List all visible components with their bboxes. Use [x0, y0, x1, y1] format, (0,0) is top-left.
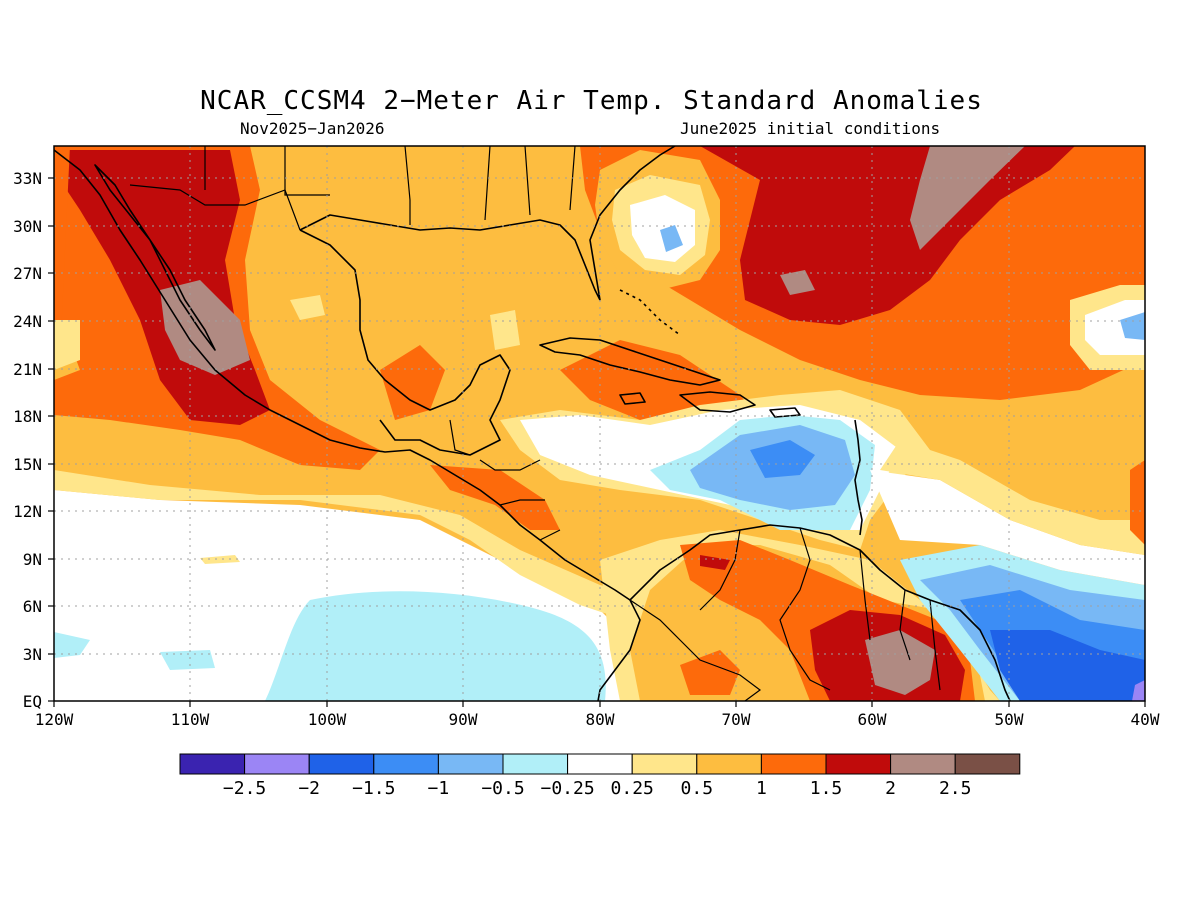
- lon-label: 90W: [449, 710, 478, 729]
- colorbar-legend: [179, 753, 1021, 775]
- axis-ticks: [48, 177, 1146, 707]
- colorbar-swatch: [825, 753, 892, 775]
- lat-label: 30N: [13, 217, 42, 236]
- country-border-icon: [129, 146, 941, 701]
- lon-label: 50W: [995, 710, 1024, 729]
- colorbar-label: −1.5: [352, 778, 395, 799]
- colorbar-swatch: [631, 753, 698, 775]
- lon-label: 40W: [1131, 710, 1160, 729]
- lat-label: 18N: [13, 407, 42, 426]
- colorbar-label: 1: [756, 778, 767, 799]
- lat-label: 15N: [13, 455, 42, 474]
- colorbar-label: 2: [885, 778, 896, 799]
- colorbar-label: 0.5: [681, 778, 714, 799]
- lon-label: 60W: [858, 710, 887, 729]
- lat-label: 6N: [23, 597, 42, 616]
- colorbar-labels: −2.5 −2 −1.5 −1 −0.5 −0.25 0.25 0.5 1 1.…: [223, 778, 972, 799]
- colorbar-label: 2.5: [939, 778, 972, 799]
- lat-label: 24N: [13, 312, 42, 331]
- colorbar-swatch: [373, 753, 439, 775]
- anomaly-field: [54, 146, 1145, 701]
- colorbar-swatch: [890, 753, 956, 775]
- colorbar-swatch: [244, 753, 310, 775]
- colorbar-label: −1: [428, 778, 450, 799]
- lat-label: 27N: [13, 264, 42, 283]
- colorbar-swatch: [954, 753, 1021, 775]
- colorbar-label: −0.5: [481, 778, 524, 799]
- colorbar-swatch: [567, 753, 633, 775]
- lat-label: 21N: [13, 360, 42, 379]
- lon-label: 70W: [722, 710, 751, 729]
- coastline-icon: [54, 146, 1011, 701]
- colorbar-swatch: [437, 753, 504, 775]
- lat-label: 12N: [13, 502, 42, 521]
- lon-label: 120W: [35, 710, 74, 729]
- lon-label: 110W: [171, 710, 210, 729]
- colorbar-swatch: [760, 753, 827, 775]
- colorbar-swatch: [179, 753, 246, 775]
- colorbar-label: 1.5: [810, 778, 843, 799]
- colorbar-swatch: [502, 753, 569, 775]
- map-title: NCAR_CCSM4 2−Meter Air Temp. Standard An…: [200, 86, 983, 116]
- lon-label: 100W: [308, 710, 347, 729]
- lat-label: 33N: [13, 169, 42, 188]
- lat-label: EQ: [23, 692, 42, 711]
- colorbar-label: −0.25: [541, 778, 595, 799]
- initial-conditions: June2025 initial conditions: [680, 119, 941, 138]
- colorbar-swatch: [308, 753, 375, 775]
- colorbar-swatch: [696, 753, 762, 775]
- colorbar-label: 0.25: [611, 778, 654, 799]
- forecast-period: Nov2025−Jan2026: [240, 119, 385, 138]
- colorbar-label: −2.5: [223, 778, 266, 799]
- lat-label: 9N: [23, 550, 42, 569]
- gridlines: [54, 146, 1145, 701]
- colorbar-label: −2: [298, 778, 320, 799]
- lon-label: 80W: [586, 710, 615, 729]
- lat-label: 3N: [23, 645, 42, 664]
